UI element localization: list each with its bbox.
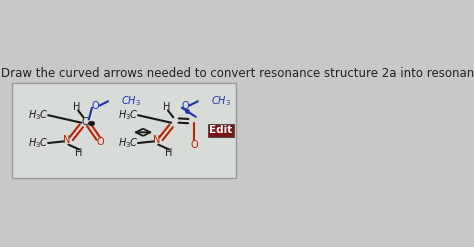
Text: C: C [81,117,88,127]
Text: Draw the curved arrows needed to convert resonance structure 2a into resonance s: Draw the curved arrows needed to convert… [1,67,474,80]
Text: $H_3C$: $H_3C$ [28,136,49,150]
Text: H: H [165,148,173,158]
Text: $CH_3$: $CH_3$ [211,94,231,108]
Text: H: H [75,148,83,158]
Text: $H_3C$: $H_3C$ [118,108,139,122]
Text: Edit: Edit [209,125,233,135]
Text: O: O [91,101,99,111]
FancyBboxPatch shape [12,82,237,178]
Text: $H_3C$: $H_3C$ [28,108,49,122]
Text: $CH_3$: $CH_3$ [121,94,141,108]
Text: N: N [153,135,160,145]
Text: $H_3C$: $H_3C$ [118,136,139,150]
Text: O: O [181,101,189,111]
FancyBboxPatch shape [208,124,234,137]
Text: N: N [63,135,71,145]
Text: H: H [73,102,80,112]
Text: H: H [163,102,170,112]
Text: O: O [191,140,199,150]
Text: O: O [97,137,104,147]
